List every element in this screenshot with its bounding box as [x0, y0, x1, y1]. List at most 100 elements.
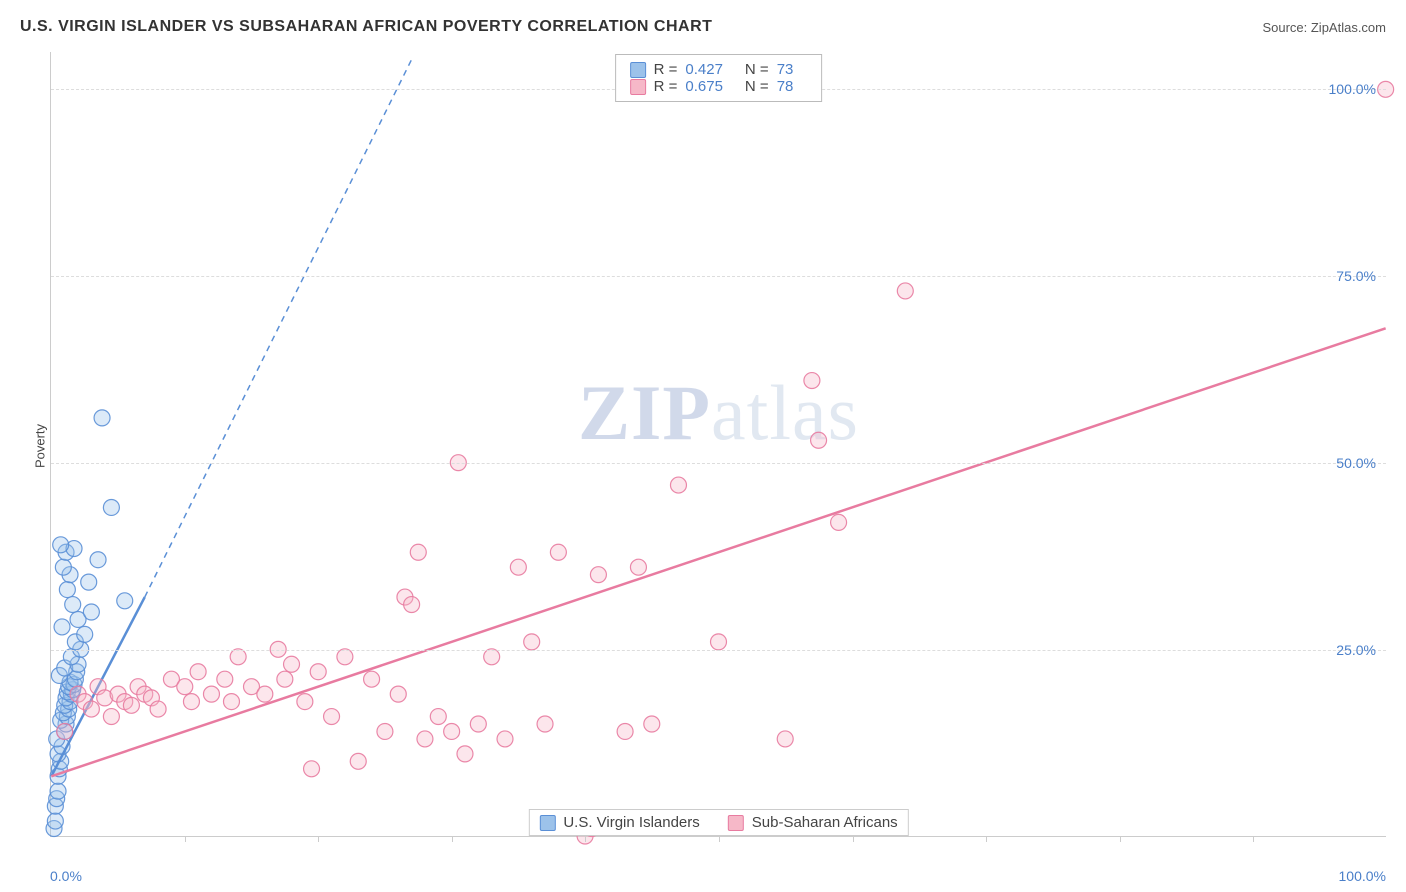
scatter-point — [670, 477, 686, 493]
scatter-point — [897, 283, 913, 299]
scatter-point — [524, 634, 540, 650]
n-label: N = — [745, 78, 769, 95]
scatter-point — [304, 761, 320, 777]
swatch-icon — [630, 79, 646, 95]
x-tick — [318, 836, 319, 842]
scatter-point — [284, 656, 300, 672]
scatter-point — [537, 716, 553, 732]
stats-row: R = 0.675 N = 78 — [630, 78, 808, 95]
scatter-point — [550, 544, 566, 560]
scatter-point — [177, 679, 193, 695]
y-axis-label: Poverty — [33, 424, 48, 468]
scatter-point — [324, 709, 340, 725]
y-tick-label: 75.0% — [1336, 268, 1376, 284]
n-label: N = — [745, 61, 769, 78]
chart-header: U.S. VIRGIN ISLANDER VS SUBSAHARAN AFRIC… — [20, 18, 1386, 36]
scatter-point — [223, 694, 239, 710]
scatter-point — [377, 723, 393, 739]
scatter-point — [831, 514, 847, 530]
scatter-point — [364, 671, 380, 687]
scatter-point — [203, 686, 219, 702]
scatter-point — [55, 559, 71, 575]
scatter-point — [50, 783, 66, 799]
swatch-icon — [539, 815, 555, 831]
x-tick — [719, 836, 720, 842]
regression-line — [51, 328, 1385, 776]
scatter-point — [257, 686, 273, 702]
x-tick — [1253, 836, 1254, 842]
scatter-point — [337, 649, 353, 665]
scatter-point — [103, 709, 119, 725]
scatter-point — [644, 716, 660, 732]
source-name: ZipAtlas.com — [1311, 20, 1386, 35]
scatter-point — [777, 731, 793, 747]
scatter-point — [123, 697, 139, 713]
scatter-point — [297, 694, 313, 710]
r-value: 0.427 — [685, 61, 723, 78]
scatter-point — [54, 619, 70, 635]
scatter-point — [470, 716, 486, 732]
scatter-point — [410, 544, 426, 560]
n-value: 78 — [777, 78, 794, 95]
scatter-point — [350, 753, 366, 769]
scatter-point — [83, 604, 99, 620]
scatter-point — [190, 664, 206, 680]
x-tick — [853, 836, 854, 842]
x-tick — [1120, 836, 1121, 842]
scatter-point — [81, 574, 97, 590]
y-tick-label: 100.0% — [1329, 81, 1376, 97]
scatter-point — [811, 432, 827, 448]
scatter-point — [217, 671, 233, 687]
scatter-point — [53, 537, 69, 553]
r-value: 0.675 — [685, 78, 723, 95]
plot-area: R = 0.427 N = 73 R = 0.675 N = 78 ZIPatl… — [50, 52, 1386, 837]
scatter-point — [310, 664, 326, 680]
chart-title: U.S. VIRGIN ISLANDER VS SUBSAHARAN AFRIC… — [20, 18, 712, 36]
legend: U.S. Virgin Islanders Sub-Saharan Africa… — [528, 809, 908, 836]
scatter-point — [510, 559, 526, 575]
source-attribution: Source: ZipAtlas.com — [1262, 20, 1386, 35]
legend-item: U.S. Virgin Islanders — [539, 814, 699, 831]
scatter-point — [65, 597, 81, 613]
scatter-point — [630, 559, 646, 575]
x-tick — [585, 836, 586, 842]
scatter-point — [57, 723, 73, 739]
y-tick-label: 50.0% — [1336, 455, 1376, 471]
scatter-point — [590, 567, 606, 583]
scatter-point — [430, 709, 446, 725]
scatter-point — [457, 746, 473, 762]
source-prefix: Source: — [1262, 20, 1310, 35]
x-tick — [986, 836, 987, 842]
scatter-point — [444, 723, 460, 739]
scatter-point — [90, 552, 106, 568]
scatter-point — [47, 813, 63, 829]
x-axis-min-label: 0.0% — [50, 868, 82, 884]
stats-row: R = 0.427 N = 73 — [630, 61, 808, 78]
r-label: R = — [654, 78, 678, 95]
r-label: R = — [654, 61, 678, 78]
gridline — [51, 276, 1386, 277]
x-tick — [185, 836, 186, 842]
legend-label: Sub-Saharan Africans — [752, 814, 898, 831]
scatter-point — [617, 723, 633, 739]
swatch-icon — [728, 815, 744, 831]
scatter-point — [417, 731, 433, 747]
scatter-point — [77, 626, 93, 642]
gridline — [51, 650, 1386, 651]
scatter-point — [711, 634, 727, 650]
scatter-point — [59, 582, 75, 598]
scatter-point — [404, 597, 420, 613]
chart-svg — [51, 52, 1386, 836]
n-value: 73 — [777, 61, 794, 78]
scatter-point — [117, 593, 133, 609]
x-axis-max-label: 100.0% — [1339, 868, 1386, 884]
scatter-point — [183, 694, 199, 710]
legend-label: U.S. Virgin Islanders — [563, 814, 699, 831]
swatch-icon — [630, 62, 646, 78]
scatter-point — [484, 649, 500, 665]
scatter-point — [390, 686, 406, 702]
correlation-stats-box: R = 0.427 N = 73 R = 0.675 N = 78 — [615, 54, 823, 102]
legend-item: Sub-Saharan Africans — [728, 814, 898, 831]
y-tick-label: 25.0% — [1336, 642, 1376, 658]
scatter-point — [804, 373, 820, 389]
